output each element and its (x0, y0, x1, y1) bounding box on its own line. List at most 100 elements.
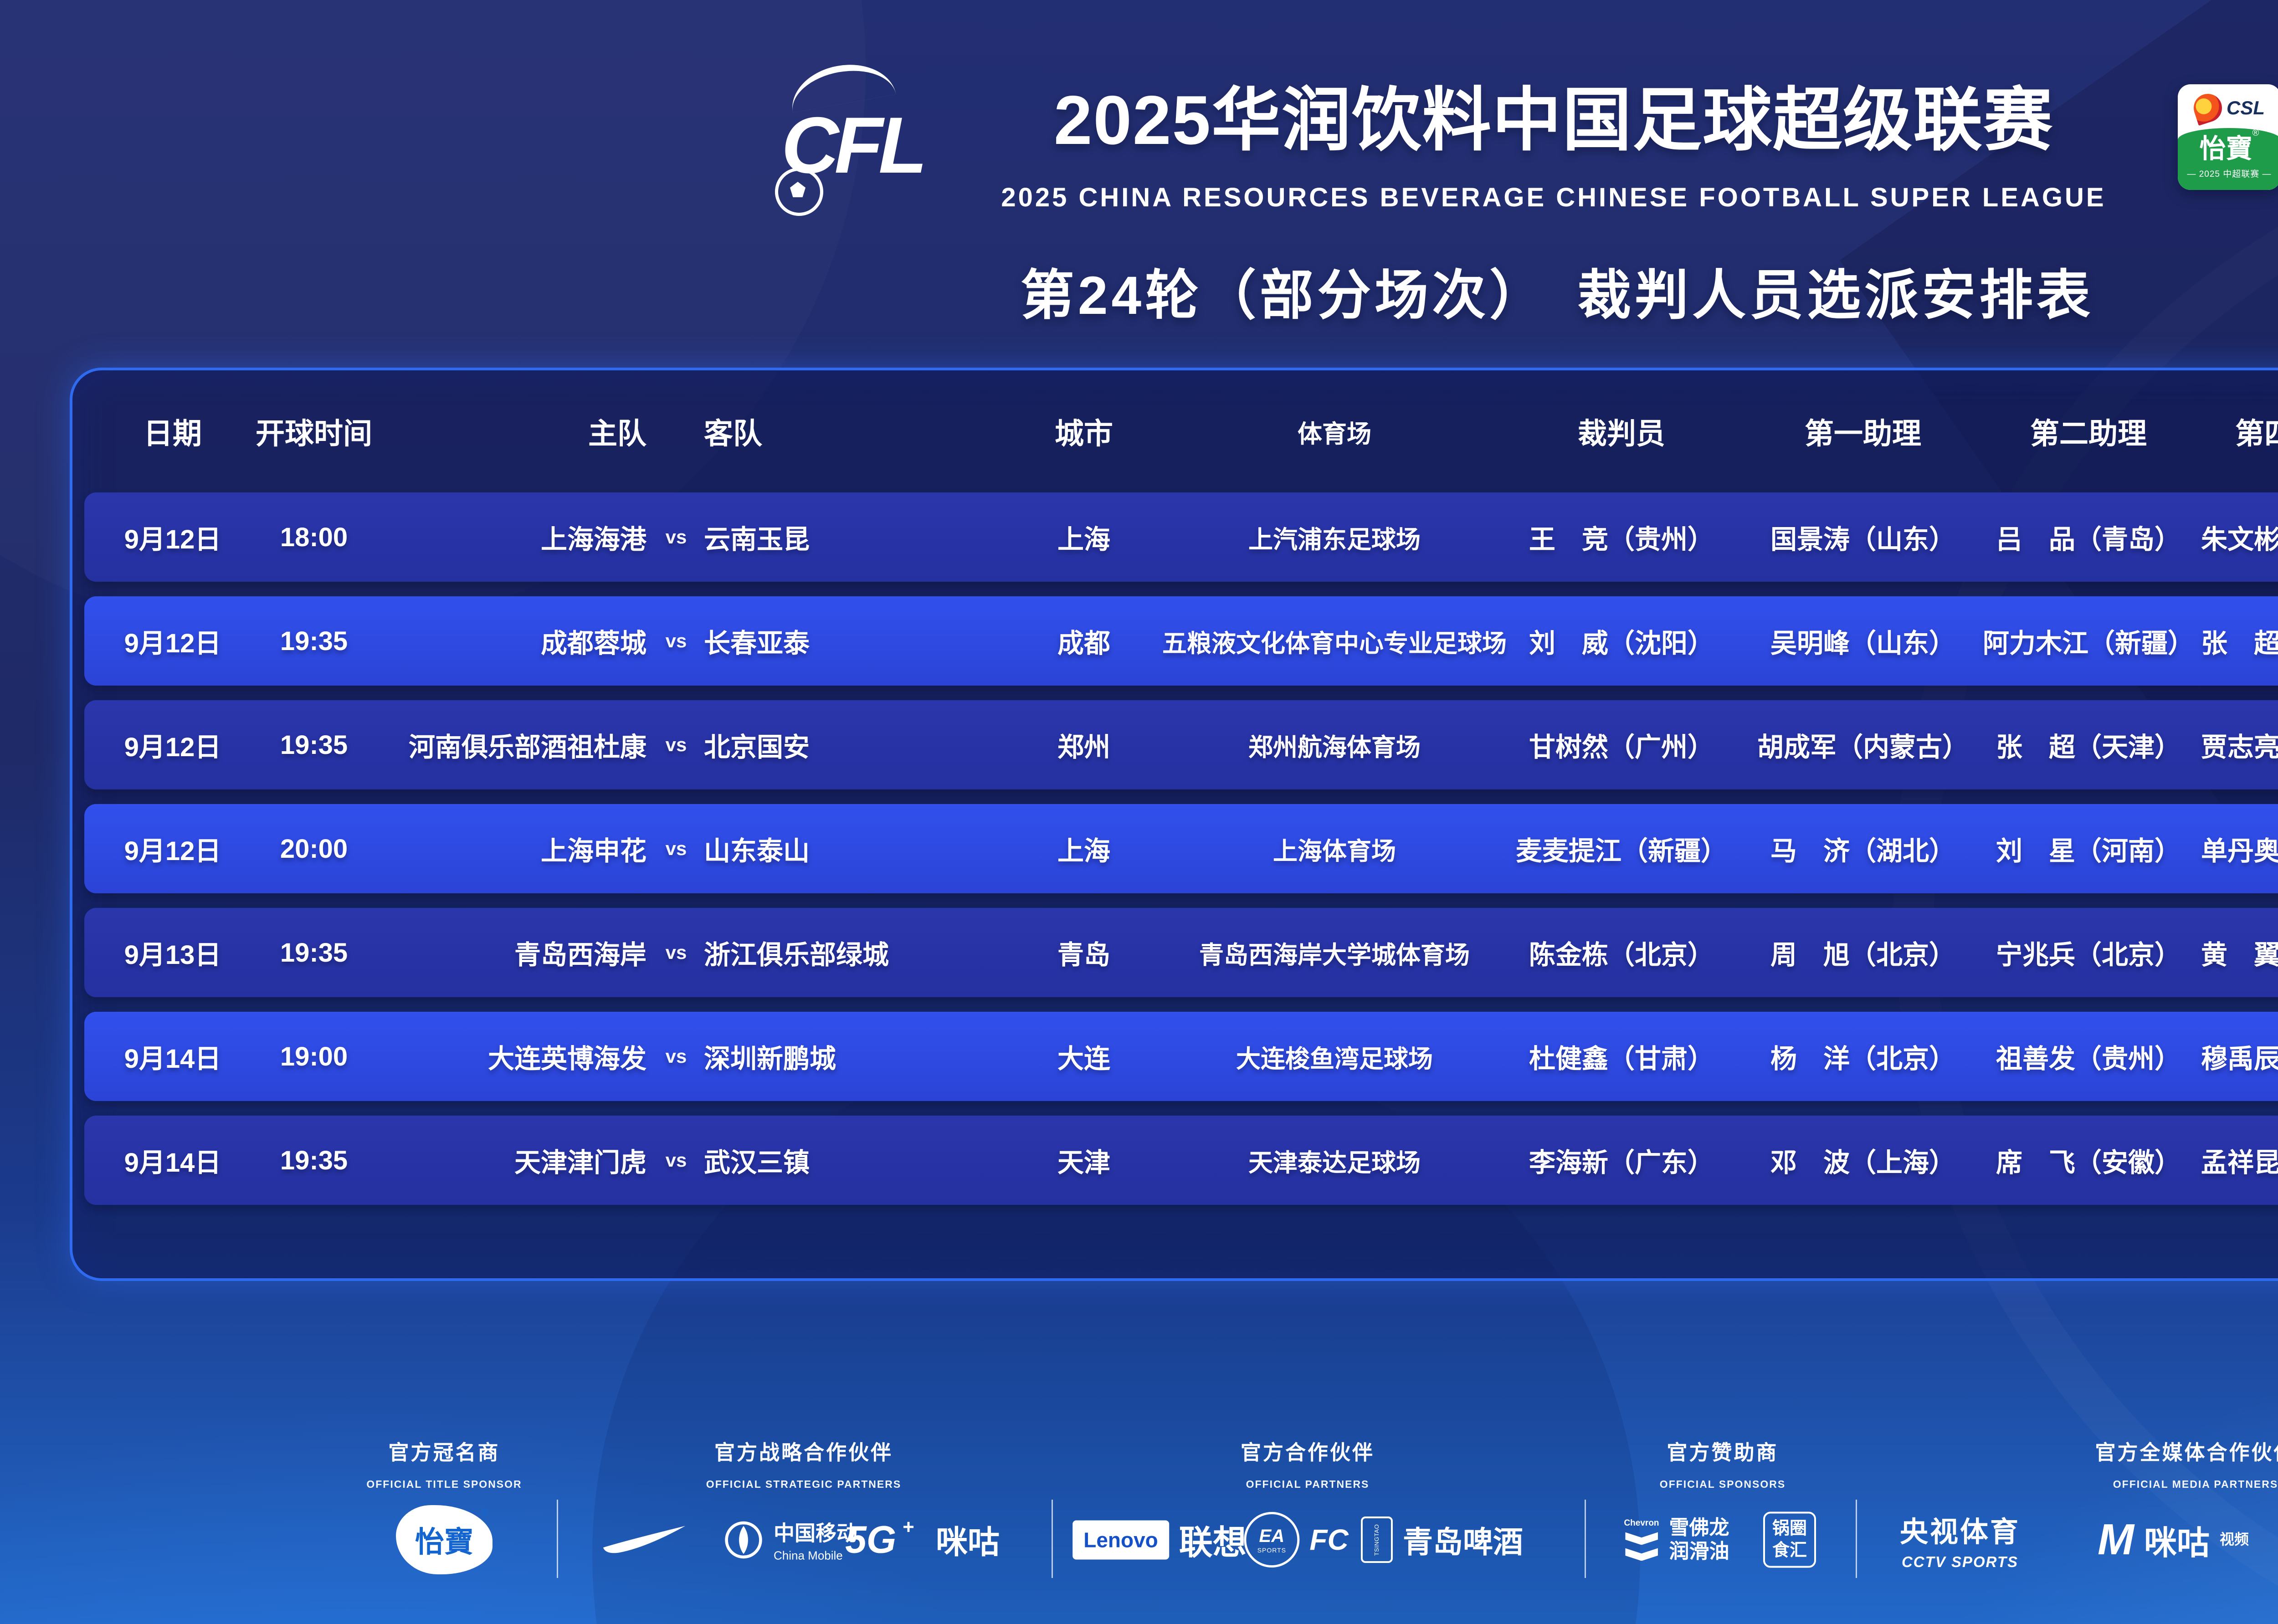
cell-vs: vs (665, 526, 687, 548)
cell-fourth: 张 超（深圳） (2201, 629, 2278, 658)
cell-date: 9月12日 (124, 629, 221, 658)
cestbon-logo: 怡寶 ® (396, 1505, 493, 1574)
column-header: 体育场 (1298, 420, 1371, 448)
chevron-icon: Chevron (1624, 1519, 1659, 1561)
cell-assistant1: 周 旭（北京） (1770, 940, 1955, 970)
footer-divider (1052, 1500, 1053, 1578)
lenovo-cn: 联想 (1179, 1523, 1247, 1562)
section-title-en: OFFICIAL MEDIA PARTNERS (2113, 1478, 2278, 1490)
ea-sports-logo: EA SPORTS FC (1244, 1512, 1349, 1568)
footer-divider (557, 1500, 558, 1578)
cell-home: 河南俱乐部酒祖杜康 (408, 733, 646, 762)
cell-home: 天津津门虎 (514, 1148, 646, 1178)
cell-referee: 陈金栋（北京） (1529, 940, 1714, 970)
cell-date: 9月13日 (124, 940, 221, 970)
footer-section-title: 官方冠名商 OFFICIAL TITLE SPONSOR (366, 1436, 522, 1491)
guoquan-logo: 锅圈 食汇 (1763, 1511, 1816, 1568)
migu-m-icon: M (2098, 1515, 2134, 1564)
cell-stadium: 五粮液文化体育中心专业足球场 (1162, 630, 1507, 657)
column-header: 城市 (1055, 417, 1113, 450)
cell-time: 19:35 (280, 1145, 348, 1175)
migu-text: 咪咕 (936, 1524, 1000, 1560)
cell-away: 浙江俱乐部绿城 (704, 940, 889, 970)
cell-city: 郑州 (1057, 733, 1110, 762)
chevron-logo: Chevron 雪佛龙 润滑油 (1624, 1516, 1729, 1563)
section-title-cn: 官方赞助商 (1667, 1441, 1779, 1464)
cell-away: 云南玉昆 (704, 525, 810, 554)
table-row: 9月14日 19:00 大连英博海发 vs 深圳新鹏城 大连 大连梭鱼湾足球场 杜健鑫（甘肃）… (84, 1012, 2278, 1101)
cell-home: 上海海港 (540, 525, 646, 554)
cell-home: 大连英博海发 (487, 1044, 646, 1074)
cell-stadium: 大连梭鱼湾足球场 (1236, 1045, 1433, 1073)
title-block: 2025华润饮料中国足球超级联赛 2025 CHINA RESOURCES BE… (943, 64, 2164, 213)
5g-text: 5G (845, 1518, 897, 1561)
cell-city: 大连 (1057, 1044, 1110, 1074)
cell-assistant2: 张 超（天津） (1996, 733, 2181, 762)
soccer-ball-icon (775, 168, 823, 216)
migu-logo: 咪咕 (936, 1517, 1000, 1563)
cell-referee: 甘树然（广州） (1529, 733, 1714, 762)
cctv-sports-logo: 央视体育 CCTV SPORTS (1900, 1509, 2020, 1571)
cell-assistant1: 国景涛（山东） (1770, 525, 1955, 554)
cell-vs: vs (665, 630, 687, 651)
cestbon-text: 怡寶 (415, 1526, 473, 1558)
page-title: 2025华润饮料中国足球超级联赛 (1053, 82, 2054, 159)
cell-city: 上海 (1057, 836, 1110, 866)
table-row: 9月14日 19:35 天津津门虎 vs 武汉三镇 天津 天津泰达足球场 李海新（广东） 邓 波… (84, 1116, 2278, 1205)
table-row: 9月12日 19:35 河南俱乐部酒祖杜康 vs 北京国安 郑州 郑州航海体育场 甘树然（广州… (84, 700, 2278, 789)
badge-brand-text: 怡寶 (2199, 134, 2252, 164)
column-header: 裁判员 (1578, 417, 1665, 450)
cell-away: 山东泰山 (704, 836, 810, 866)
table-rows: 9月12日 18:00 上海海港 vs 云南玉昆 上海 上汽浦东足球场王 竞（贵州） 国景涛（… (72, 492, 2278, 1205)
footer-section-title: 官方赞助商 OFFICIAL SPONSORS (1660, 1436, 1785, 1491)
table-row: 9月13日 19:35 青岛西海岸 vs 浙江俱乐部绿城 青岛 青岛西海岸大学城体育场 陈金栋… (84, 908, 2278, 997)
cell-away: 武汉三镇 (704, 1148, 810, 1178)
cctv-sports-text: 央视体育 CCTV SPORTS (1899, 1516, 2021, 1570)
footer-section-title: 官方全媒体合作伙伴 OFFICIAL MEDIA PARTNERS (2095, 1436, 2278, 1491)
cell-date: 9月12日 (124, 733, 221, 762)
section-title-cn: 官方全媒体合作伙伴 (2095, 1441, 2278, 1464)
cell-referee: 王 竞（贵州） (1529, 525, 1714, 554)
column-header: 开球时间 (256, 417, 372, 450)
guoquan-badge: 锅圈 食汇 (1763, 1511, 1816, 1568)
cell-date: 9月12日 (124, 836, 221, 866)
cell-fourth: 穆禹辰（西安） (2201, 1044, 2278, 1074)
referee-table-panel: 日期开球时间主队客队城市体育场裁判员第一助理第二助理第四官员VARAVAR裁判监… (70, 368, 2278, 1281)
cell-stadium: 上汽浦东足球场 (1248, 526, 1421, 553)
section-title-en: OFFICIAL STRATEGIC PARTNERS (706, 1478, 902, 1490)
column-header: 第一助理 (1805, 417, 1921, 450)
5g-plus: + (903, 1516, 914, 1538)
cell-referee: 麦麦提江（新疆） (1515, 836, 1727, 866)
column-header: 主队 (588, 417, 646, 450)
cell-home: 上海申花 (540, 836, 646, 866)
csl-badge-text: CSL (2227, 97, 2265, 118)
cell-away: 长春亚泰 (704, 629, 810, 658)
csl-flame-icon (2190, 90, 2226, 126)
column-header: 第二助理 (2030, 417, 2147, 450)
table-row: 9月12日 18:00 上海海港 vs 云南玉昆 上海 上汽浦东足球场 王 竞（贵州） 国景涛（… (84, 492, 2278, 582)
section-title-en: OFFICIAL TITLE SPONSOR (366, 1478, 522, 1490)
cfl-league-logo: CFL (775, 56, 932, 216)
cell-date: 9月14日 (124, 1044, 221, 1074)
section-title-cn: 官方合作伙伴 (1240, 1441, 1375, 1464)
cell-vs: vs (665, 734, 687, 755)
registered-mark: ® (2252, 128, 2259, 138)
cell-referee: 李海新（广东） (1529, 1148, 1714, 1178)
tsingtao-cn: 青岛啤酒 (1403, 1525, 1523, 1559)
round-title: 第24轮（部分场次） 裁判人员选派安排表 (1020, 266, 2094, 326)
cell-home: 青岛西海岸 (514, 940, 646, 970)
cell-fourth: 黄 翼（江苏） (2201, 940, 2278, 970)
section-title-cn: 官方战略合作伙伴 (714, 1441, 893, 1464)
china-mobile-icon (725, 1521, 762, 1558)
cell-time: 19:35 (280, 626, 348, 656)
footer-divider (1585, 1500, 1586, 1578)
china-mobile-cn: 中国移动 (774, 1521, 857, 1545)
table-row: 9月12日 20:00 上海申花 vs 山东泰山 上海 上海体育场 麦麦提江（新疆） 马 济（湖… (84, 804, 2278, 893)
column-header: 日期 (144, 417, 202, 450)
cell-city: 成都 (1057, 629, 1110, 658)
column-header: 第四官员 (2235, 417, 2278, 450)
csl-badge-sponsor: 怡寶® — 2025 中超联赛 — (2178, 128, 2278, 190)
cell-fourth: 单丹奥（河南） (2201, 836, 2278, 866)
cell-fourth: 孟祥昆（北京） (2201, 1148, 2278, 1178)
cell-date: 9月12日 (124, 525, 221, 554)
